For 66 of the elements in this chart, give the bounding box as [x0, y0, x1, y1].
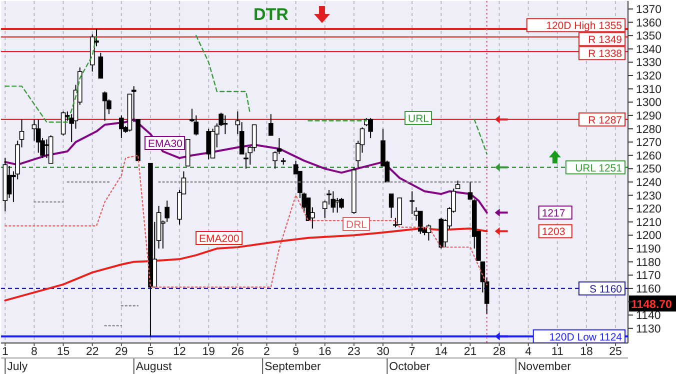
- x-tick-label: 11: [551, 346, 564, 358]
- chart-title: DTR: [254, 5, 288, 24]
- series-label: DRL: [346, 219, 368, 231]
- text: October: [389, 361, 430, 373]
- x-tick-label: 25: [609, 346, 622, 358]
- text: July: [7, 361, 28, 373]
- y-tick-label: 1270: [636, 137, 662, 150]
- y-tick-label: 1260: [636, 150, 662, 162]
- y-tick-label: 1370: [636, 4, 662, 16]
- ref-line-label: URL 1251: [575, 162, 622, 174]
- ref-line-label: R 1338: [588, 48, 622, 60]
- y-tick-label: 1300: [636, 97, 662, 110]
- x-tick-label: 22: [86, 346, 99, 358]
- x-tick-label: 23: [348, 346, 360, 358]
- text: 1148.70: [631, 298, 672, 311]
- y-tick-label: 1210: [636, 216, 662, 229]
- x-tick-label: 30: [376, 346, 390, 358]
- x-tick-label: 21: [464, 346, 477, 358]
- x-tick-label: 26: [231, 346, 244, 358]
- x-tick-label: 7: [408, 346, 416, 358]
- x-tick-label: 19: [202, 346, 216, 358]
- y-tick-label: 1350: [636, 30, 662, 43]
- ref-line-label: 120D High 1355: [546, 20, 622, 32]
- y-tick-label: 1240: [636, 176, 662, 189]
- text: URL: [408, 113, 430, 125]
- x-tick-label: 12: [173, 346, 186, 358]
- ref-line-label: R 1287: [588, 114, 622, 126]
- x-tick-label: 14: [434, 346, 448, 358]
- annotation: 1203: [542, 226, 566, 238]
- text: August: [136, 361, 172, 373]
- x-tick-label: 5: [147, 346, 154, 358]
- x-tick-label: 18: [580, 346, 593, 358]
- annotation: 1217: [542, 208, 566, 220]
- x-tick-label: 8: [31, 346, 38, 358]
- x-tick-label: 28: [492, 346, 506, 358]
- ref-line-label: S 1160: [590, 283, 622, 296]
- text: September: [264, 361, 322, 373]
- y-tick-label: 1320: [636, 70, 662, 83]
- y-tick-label: 1180: [636, 256, 661, 269]
- text: November: [518, 361, 572, 373]
- x-tick-label: 15: [56, 346, 70, 358]
- y-tick-label: 1200: [636, 230, 662, 242]
- y-tick-label: 1130: [636, 323, 661, 336]
- y-tick-label: 1140: [636, 310, 661, 322]
- x-tick-label: 16: [318, 346, 332, 358]
- ref-line-label: 120D Low 1124: [549, 331, 622, 344]
- y-tick-label: 1290: [636, 110, 662, 122]
- y-tick-label: 1310: [636, 84, 662, 96]
- x-tick-label: 4: [525, 346, 532, 358]
- y-tick-label: 1330: [636, 57, 662, 70]
- y-tick-label: 1280: [636, 124, 662, 136]
- series-label: EMA30: [148, 138, 183, 150]
- y-tick-label: 1160: [636, 283, 661, 296]
- y-tick-label: 1360: [636, 17, 662, 30]
- ref-line-label: R 1349: [588, 34, 622, 46]
- y-tick-label: 1220: [636, 204, 662, 216]
- x-tick-label: 9: [292, 346, 300, 358]
- x-tick-label: 1: [2, 346, 8, 358]
- y-tick-label: 1230: [636, 190, 662, 202]
- series-label: EMA200: [199, 233, 240, 245]
- y-tick-label: 1340: [636, 44, 662, 56]
- x-tick-label: 29: [115, 346, 128, 358]
- y-tick-label: 1190: [636, 244, 661, 256]
- y-tick-label: 1170: [636, 270, 661, 282]
- y-tick-label: 1250: [636, 164, 662, 176]
- x-tick-label: 2: [264, 346, 270, 358]
